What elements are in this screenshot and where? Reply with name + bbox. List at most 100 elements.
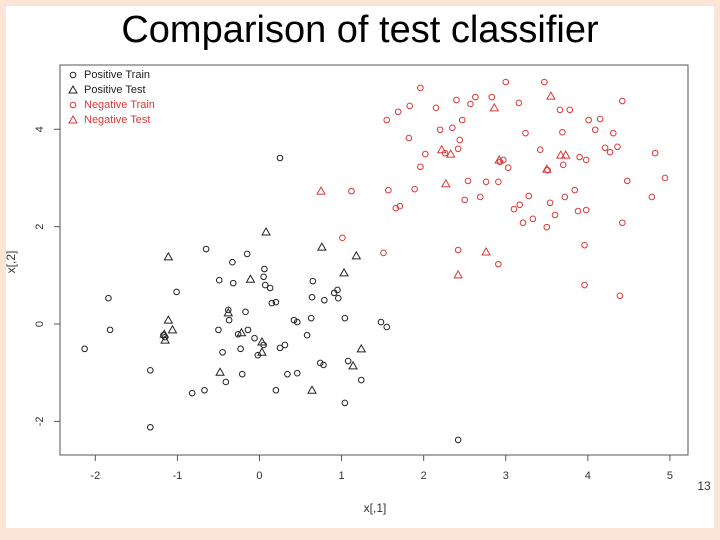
data-point: [307, 314, 315, 322]
data-point: [519, 219, 527, 227]
x-tick-label: 5: [667, 470, 673, 482]
data-point: [229, 258, 236, 266]
data-point: [601, 144, 609, 152]
data-point: [536, 146, 544, 154]
data-point: [223, 307, 234, 317]
data-point: [261, 281, 269, 289]
data-point: [454, 436, 462, 444]
data-point: [238, 370, 246, 378]
data-point: [574, 207, 582, 215]
data-point: [147, 423, 154, 431]
data-point: [293, 369, 301, 377]
data-point: [525, 192, 533, 200]
data-point: [464, 177, 472, 185]
data-point: [383, 116, 391, 124]
data-point: [344, 357, 352, 365]
x-tick-label: 2: [421, 470, 427, 482]
data-point: [417, 163, 424, 171]
data-point: [582, 206, 590, 214]
y-tick-label: -2: [34, 417, 46, 427]
data-point: [244, 326, 252, 334]
data-point: [202, 245, 210, 253]
x-tick-label: 3: [503, 470, 509, 482]
data-point: [453, 269, 464, 279]
data-point: [661, 174, 669, 182]
data-point: [320, 361, 327, 369]
data-point: [619, 97, 626, 105]
data-point: [440, 178, 451, 188]
data-point: [266, 284, 274, 292]
data-point: [591, 126, 599, 134]
data-point: [616, 292, 624, 300]
data-point: [481, 246, 491, 256]
data-point: [173, 288, 180, 296]
data-point: [261, 265, 268, 273]
data-point: [467, 100, 474, 108]
data-point: [339, 267, 349, 277]
data-point: [81, 345, 88, 353]
data-point: [272, 298, 280, 306]
data-point: [341, 314, 349, 322]
data-point: [215, 326, 222, 334]
data-point: [293, 318, 301, 326]
data-point: [494, 154, 505, 164]
legend-marker: [68, 84, 78, 94]
data-point: [619, 219, 626, 227]
data-point: [504, 164, 512, 172]
data-point: [385, 186, 392, 194]
data-point: [276, 344, 284, 352]
data-point: [571, 186, 579, 194]
data-point: [651, 149, 659, 157]
data-point: [377, 318, 385, 326]
data-point: [317, 242, 327, 251]
data-point: [308, 293, 316, 301]
data-point: [472, 93, 479, 101]
legend-marker: [69, 71, 77, 79]
data-point: [405, 134, 413, 142]
data-point: [225, 316, 233, 324]
data-point: [454, 246, 462, 254]
x-tick-label: -2: [90, 470, 100, 482]
legend-label: Negative Test: [84, 114, 150, 126]
data-point: [334, 294, 342, 302]
data-point: [449, 124, 456, 132]
data-point: [522, 129, 529, 137]
data-point: [356, 343, 367, 353]
data-point: [215, 367, 225, 376]
data-point: [334, 286, 341, 294]
data-point: [229, 279, 237, 287]
data-point: [245, 274, 256, 283]
data-point: [309, 277, 317, 285]
data-point: [394, 108, 402, 116]
data-point: [556, 106, 564, 114]
legend-label: Positive Train: [84, 69, 150, 81]
data-point: [261, 226, 271, 236]
data-point: [243, 250, 251, 258]
data-point: [276, 154, 284, 162]
data-point: [417, 84, 424, 92]
data-point: [515, 99, 523, 107]
data-point: [348, 187, 355, 195]
data-point: [489, 102, 500, 112]
data-point: [284, 370, 291, 378]
data-point: [167, 324, 178, 334]
data-point: [516, 201, 524, 209]
data-point: [576, 153, 583, 161]
data-point: [160, 335, 170, 344]
data-point: [566, 106, 574, 114]
data-point: [257, 337, 267, 346]
data-point: [351, 250, 362, 260]
slide-panel: [6, 6, 714, 528]
data-point: [260, 273, 267, 281]
data-point: [281, 341, 289, 349]
data-point: [585, 116, 592, 124]
data-point: [551, 211, 559, 219]
data-point: [623, 177, 631, 185]
data-point: [456, 136, 464, 144]
plot-frame: [59, 64, 689, 456]
data-point: [546, 91, 556, 100]
page-number: 13: [697, 479, 711, 493]
data-point: [555, 150, 566, 159]
data-point: [606, 148, 614, 156]
data-point: [188, 389, 196, 397]
